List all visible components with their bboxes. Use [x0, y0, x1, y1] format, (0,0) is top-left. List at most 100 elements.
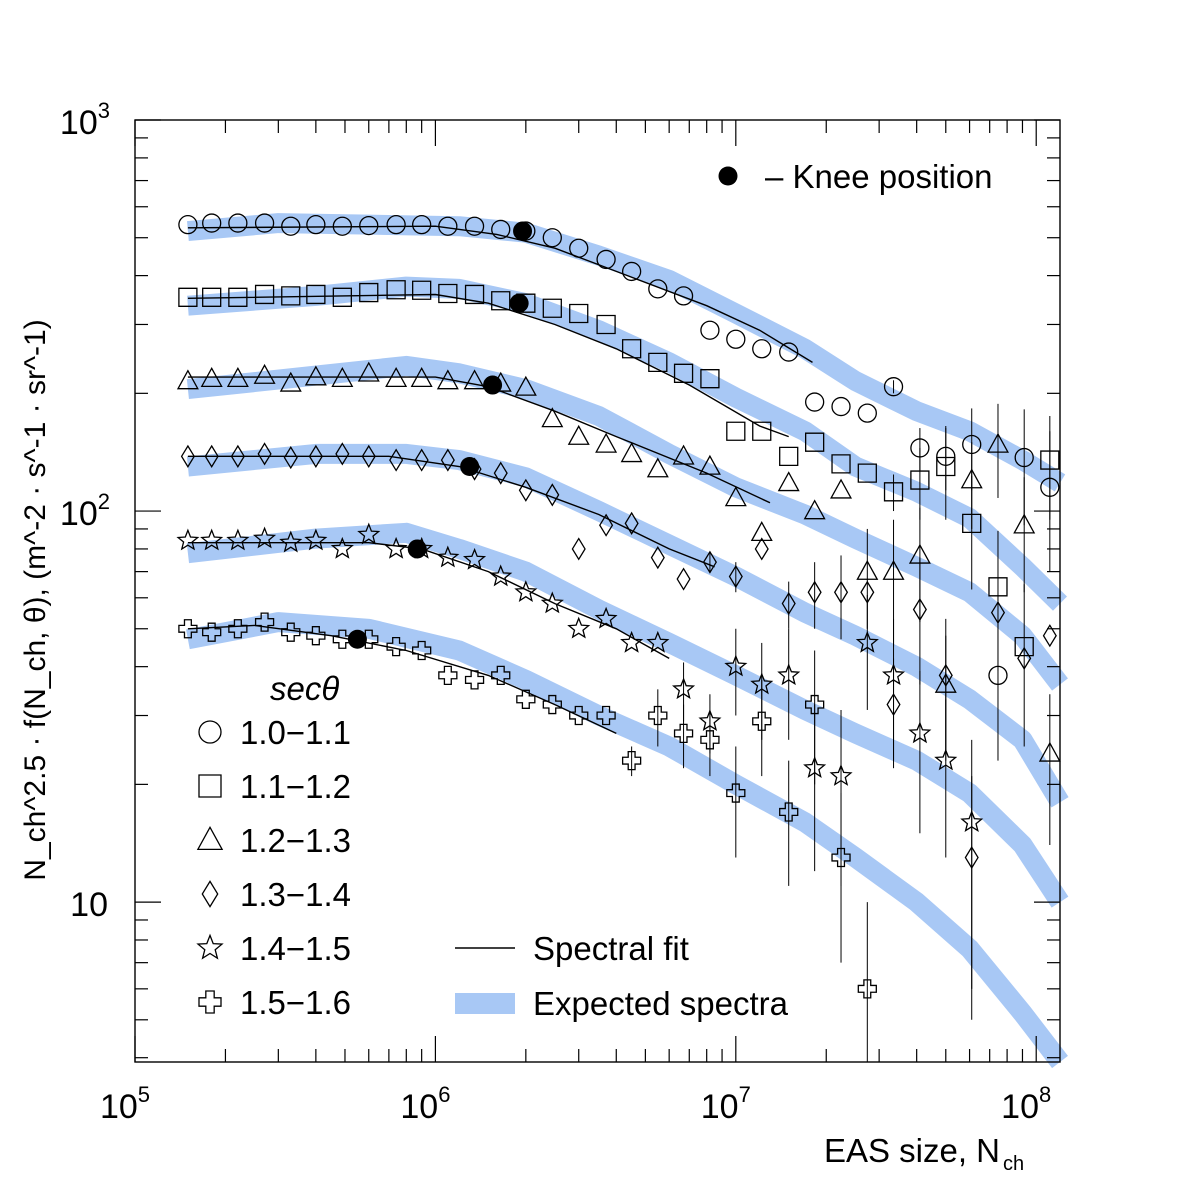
data-point-star — [671, 677, 696, 700]
data-point-cross — [412, 640, 432, 661]
data-point-circle — [228, 213, 248, 233]
legend-marker-cross — [198, 990, 222, 1014]
data-point-square — [386, 280, 406, 300]
data-point-triangle — [567, 424, 590, 445]
knee-point — [460, 456, 480, 476]
data-markers — [176, 213, 1061, 999]
data-point-cross — [386, 637, 406, 657]
data-point-circle — [673, 286, 694, 306]
legend: – Knee position secθ 1.0−1.1 1.1−1.2 1.2−1.3… — [196, 158, 993, 1022]
data-point-cross — [542, 694, 562, 715]
legend-series-label: 1.0−1.1 — [240, 714, 351, 751]
data-point-square — [202, 287, 222, 307]
data-point-circle — [596, 249, 616, 270]
plot-frame — [134, 119, 1061, 1063]
data-point-cross — [332, 629, 352, 649]
data-point-diamond — [860, 580, 875, 604]
data-point-diamond — [493, 461, 508, 485]
data-point-cross — [805, 694, 825, 715]
data-point-triangle — [385, 366, 408, 387]
data-point-star — [934, 748, 958, 771]
data-point-square — [438, 283, 458, 304]
data-point-triangle — [595, 432, 618, 453]
data-point-diamond — [833, 580, 849, 604]
data-point-triangle — [724, 486, 747, 507]
legend-series-label: 1.3−1.4 — [240, 876, 351, 913]
legend-marker-square — [198, 774, 222, 798]
data-point-circle — [254, 213, 275, 233]
data-point-star — [724, 654, 748, 677]
legend-expected-swatch — [455, 993, 515, 1014]
data-point-circle — [831, 396, 851, 417]
data-point-square — [306, 284, 326, 305]
data-point-square — [542, 298, 562, 318]
data-point-triangle — [672, 444, 695, 465]
data-point-circle — [726, 329, 746, 349]
data-point-star — [462, 547, 487, 570]
data-point-square — [779, 446, 799, 466]
data-point-diamond — [361, 444, 376, 468]
data-point-star — [357, 522, 381, 545]
data-point-diamond — [308, 444, 323, 468]
data-point-cross — [228, 619, 248, 639]
data-point-diamond — [964, 845, 979, 870]
legend-knee-label: – Knee position — [765, 158, 993, 195]
data-point-cross — [516, 689, 536, 709]
data-point-cross — [673, 723, 694, 744]
data-point-cross — [569, 705, 589, 726]
data-point-triangle — [934, 672, 957, 693]
data-point-diamond — [230, 444, 245, 468]
data-point-square — [648, 352, 668, 373]
data-point-diamond — [518, 478, 533, 502]
data-point-triangle — [620, 442, 643, 463]
data-point-diamond — [781, 591, 796, 616]
data-point-circle — [202, 213, 222, 233]
expected-band-5 — [186, 522, 1069, 908]
data-point-triangle — [410, 366, 433, 387]
data-point-square — [831, 454, 851, 474]
data-point-diamond — [571, 537, 586, 561]
data-point-triangle — [436, 369, 459, 390]
legend-fit-label: Spectral fit — [533, 930, 689, 967]
data-point-cross — [831, 847, 851, 868]
y-tick-label: 10 — [70, 886, 108, 924]
legend-title: secθ — [270, 670, 339, 707]
error-bars — [631, 380, 1051, 1062]
spectral-fit-line-4 — [187, 455, 715, 568]
data-point-square — [988, 577, 1008, 597]
data-point-triangle — [986, 432, 1009, 453]
data-point-triangle — [803, 499, 826, 520]
data-point-cross — [306, 626, 326, 646]
y-tick-label: 103 — [60, 98, 110, 142]
data-point-triangle — [331, 366, 354, 387]
data-point-triangle — [882, 559, 905, 580]
data-point-triangle — [1038, 741, 1061, 762]
data-point-star — [489, 564, 513, 587]
data-point-square — [883, 482, 904, 502]
spectral-fit-lines — [187, 225, 813, 735]
data-point-diamond — [1042, 624, 1057, 648]
knee-point — [347, 629, 367, 649]
data-point-star — [698, 709, 722, 732]
legend-expected-label: Expected spectra — [533, 985, 789, 1022]
x-tick-label: 108 — [1001, 1082, 1051, 1126]
data-point-star — [960, 810, 984, 833]
data-point-diamond — [414, 448, 429, 472]
knee-point — [483, 375, 503, 395]
data-point-diamond — [180, 444, 195, 468]
data-point-cross — [779, 802, 799, 822]
data-point-star — [803, 756, 827, 779]
data-point-triangle — [777, 471, 800, 492]
data-point-triangle — [750, 521, 773, 542]
data-point-square — [936, 456, 956, 477]
data-point-diamond — [702, 550, 717, 574]
data-point-diamond — [728, 564, 743, 589]
data-point-circle — [648, 279, 668, 299]
data-point-star — [646, 630, 670, 653]
data-point-star — [279, 530, 303, 553]
data-point-cross — [621, 750, 642, 771]
data-point-square — [962, 513, 982, 534]
data-point-diamond — [335, 442, 350, 466]
data-point-star — [436, 545, 460, 568]
